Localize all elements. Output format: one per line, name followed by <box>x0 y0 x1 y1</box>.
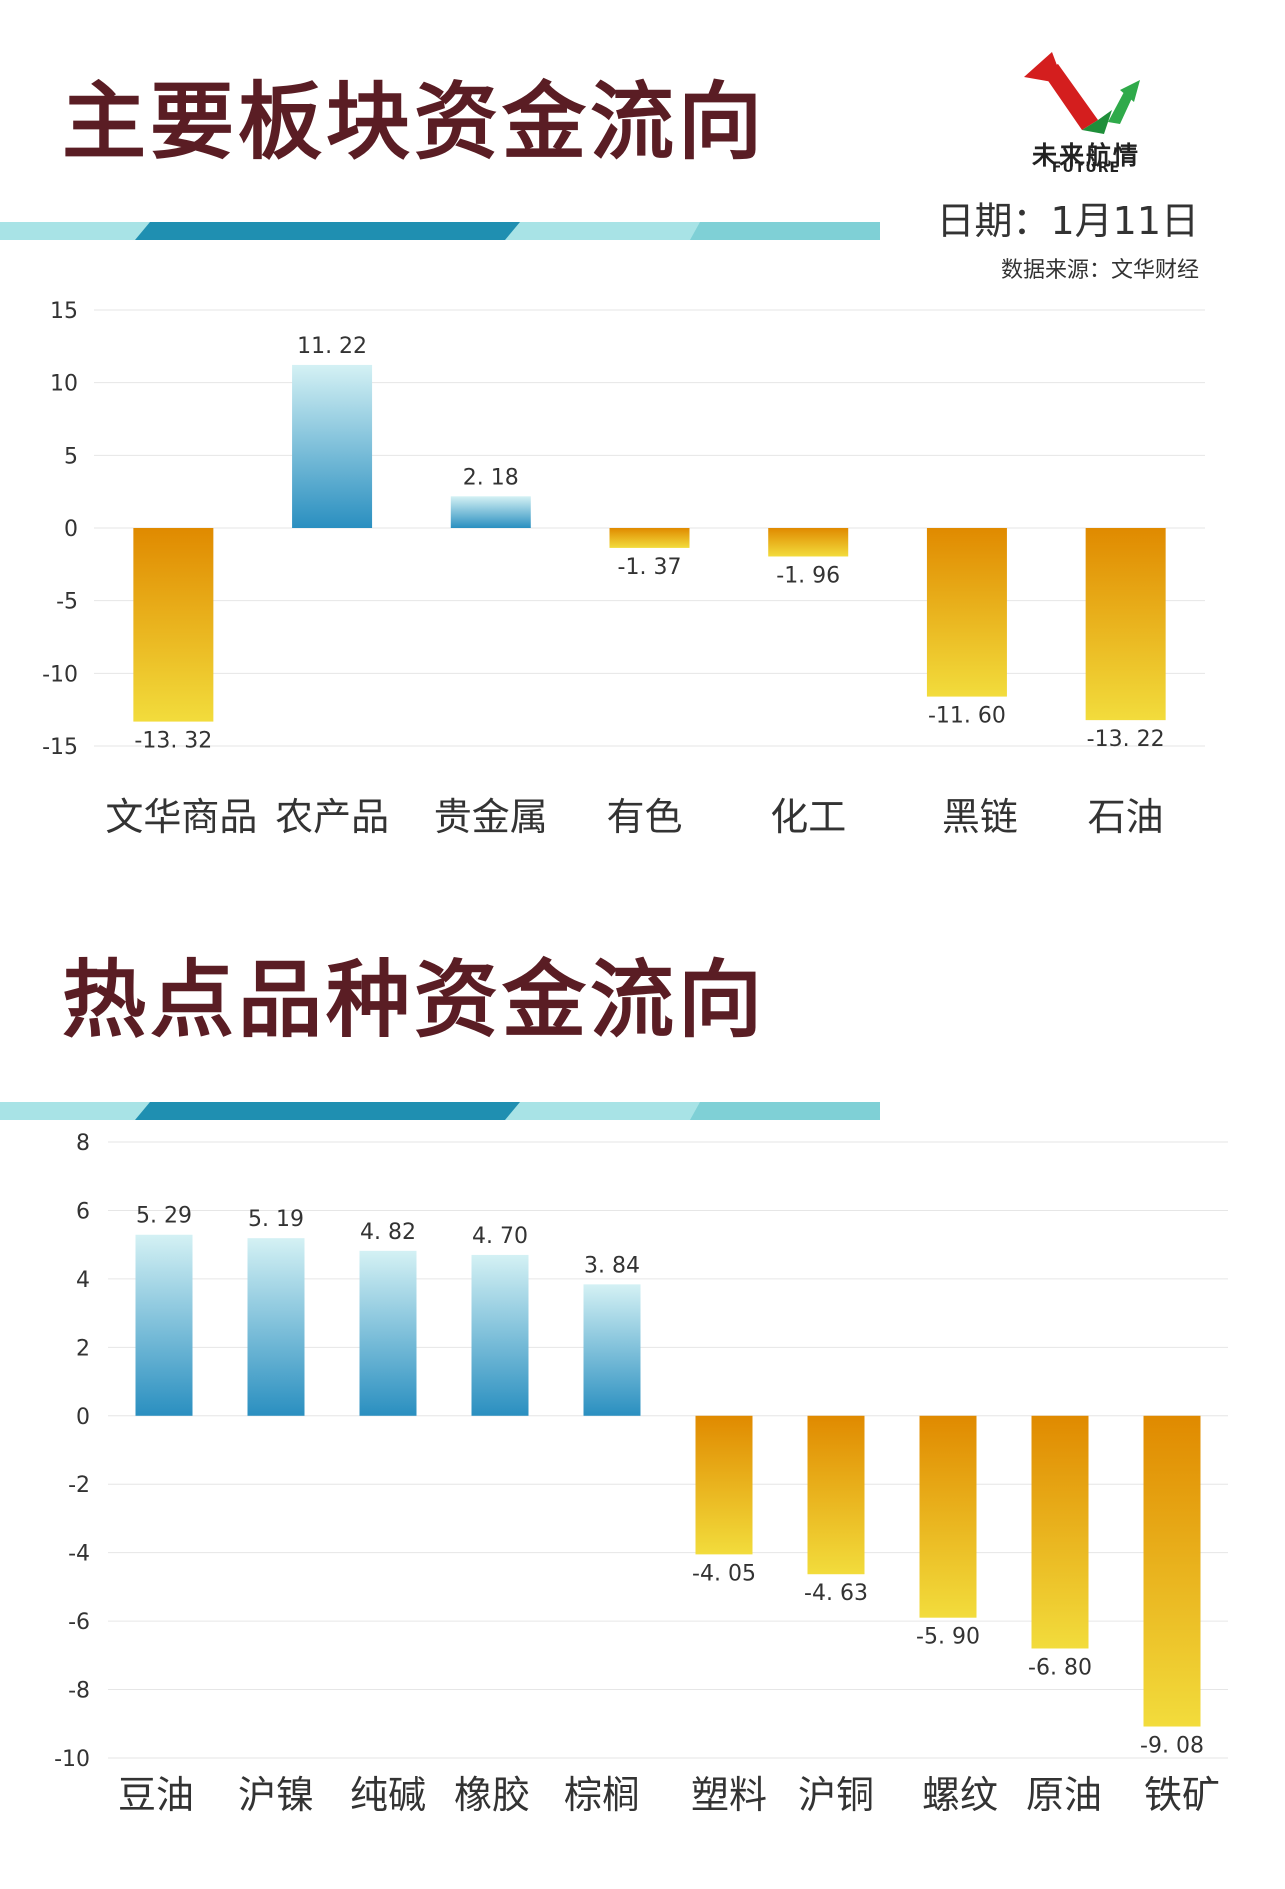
data-label: 4. 70 <box>472 1224 528 1249</box>
data-label: 5. 19 <box>248 1207 304 1232</box>
data-label: -4. 05 <box>692 1561 756 1586</box>
data-label: -4. 63 <box>804 1581 868 1606</box>
decorative-band-bottom <box>0 1102 880 1120</box>
y-tick-label: 15 <box>50 299 78 324</box>
bar <box>1143 1415 1201 1727</box>
source-label: 数据来源：文华财经 <box>1000 258 1199 283</box>
bar <box>133 528 214 722</box>
data-label: -13. 32 <box>134 729 212 754</box>
bar <box>695 1415 753 1555</box>
data-label: -5. 90 <box>916 1625 980 1650</box>
category-label: 文华商品 <box>105 795 257 839</box>
y-tick-label: 10 <box>50 372 78 397</box>
bar <box>1031 1415 1089 1649</box>
data-label: 2. 18 <box>463 465 519 490</box>
y-tick-label: -15 <box>42 735 78 760</box>
data-label: 11. 22 <box>297 334 367 359</box>
chart2-title: 热点品种资金流向 <box>62 951 767 1049</box>
data-label: -1. 37 <box>618 555 682 580</box>
chart-hot-varieties-fund-flow: 8 6 4 2 0 -2 -4 -6 -8 -10 5. 29 豆油 5. 19 沪镍 4. 82 纯碱 4. … <box>54 1131 1228 1817</box>
data-label: -11. 60 <box>928 704 1006 729</box>
category-label: 黑链 <box>942 795 1018 839</box>
category-label: 化工 <box>770 795 846 839</box>
y-tick-label: 2 <box>76 1336 90 1361</box>
chart1-title: 主要板块资金流向 <box>62 73 767 171</box>
bar <box>292 364 373 528</box>
category-label: 铁矿 <box>1144 1773 1220 1817</box>
y-tick-label: 8 <box>76 1131 90 1156</box>
y-tick-label: -10 <box>54 1747 90 1772</box>
data-label: -1. 96 <box>776 563 840 588</box>
data-label: 4. 82 <box>360 1220 416 1245</box>
category-label: 螺纹 <box>922 1773 998 1817</box>
bar <box>768 528 849 557</box>
category-label: 有色 <box>606 795 682 839</box>
category-label: 石油 <box>1088 795 1164 839</box>
future-logo-icon <box>1024 52 1140 134</box>
bar <box>359 1250 417 1416</box>
category-label: 农产品 <box>275 795 389 839</box>
date-label: 日期：1月11日 <box>936 199 1199 243</box>
y-tick-label: -6 <box>68 1610 90 1635</box>
y-tick-label: 0 <box>76 1405 90 1430</box>
y-tick-label: -5 <box>56 590 78 615</box>
y-tick-label: -10 <box>42 662 78 687</box>
y-tick-label: 4 <box>76 1268 90 1293</box>
y-tick-label: -8 <box>68 1679 90 1704</box>
category-label: 塑料 <box>691 1773 767 1817</box>
bar <box>583 1284 641 1416</box>
category-label: 贵金属 <box>434 795 548 839</box>
bar <box>609 528 690 548</box>
data-label: -6. 80 <box>1028 1655 1092 1680</box>
y-tick-label: -2 <box>68 1473 90 1498</box>
bar <box>247 1238 305 1416</box>
y-tick-label: 5 <box>64 444 78 469</box>
chart-sector-fund-flow: 15 10 5 0 -5 -10 -15 -13. 32 文华商品 11. 22 农产品 2. 18 贵… <box>42 299 1205 839</box>
bar <box>135 1234 193 1416</box>
category-label: 沪镍 <box>238 1773 314 1817</box>
y-tick-label: -4 <box>68 1542 90 1567</box>
category-label: 橡胶 <box>454 1773 530 1817</box>
category-label: 沪铜 <box>798 1773 874 1817</box>
y-tick-label: 6 <box>76 1199 90 1224</box>
data-label: 3. 84 <box>584 1253 640 1278</box>
category-label: 纯碱 <box>350 1773 426 1817</box>
data-label: 5. 29 <box>136 1204 192 1229</box>
bar <box>807 1415 865 1575</box>
category-label: 棕榈 <box>564 1773 640 1817</box>
category-label: 豆油 <box>118 1773 194 1817</box>
logo-text: 未来航情 <box>1031 141 1140 170</box>
data-label: -9. 08 <box>1140 1734 1204 1759</box>
bar <box>926 528 1007 697</box>
bar <box>450 496 531 528</box>
bar <box>1085 528 1166 721</box>
logo-subtext: FUTURE <box>1051 160 1121 176</box>
bar <box>919 1415 977 1618</box>
data-label: -13. 22 <box>1087 727 1165 752</box>
y-tick-label: 0 <box>64 517 78 542</box>
decorative-band-top <box>0 222 880 240</box>
bar <box>471 1254 529 1416</box>
category-label: 原油 <box>1026 1773 1102 1817</box>
